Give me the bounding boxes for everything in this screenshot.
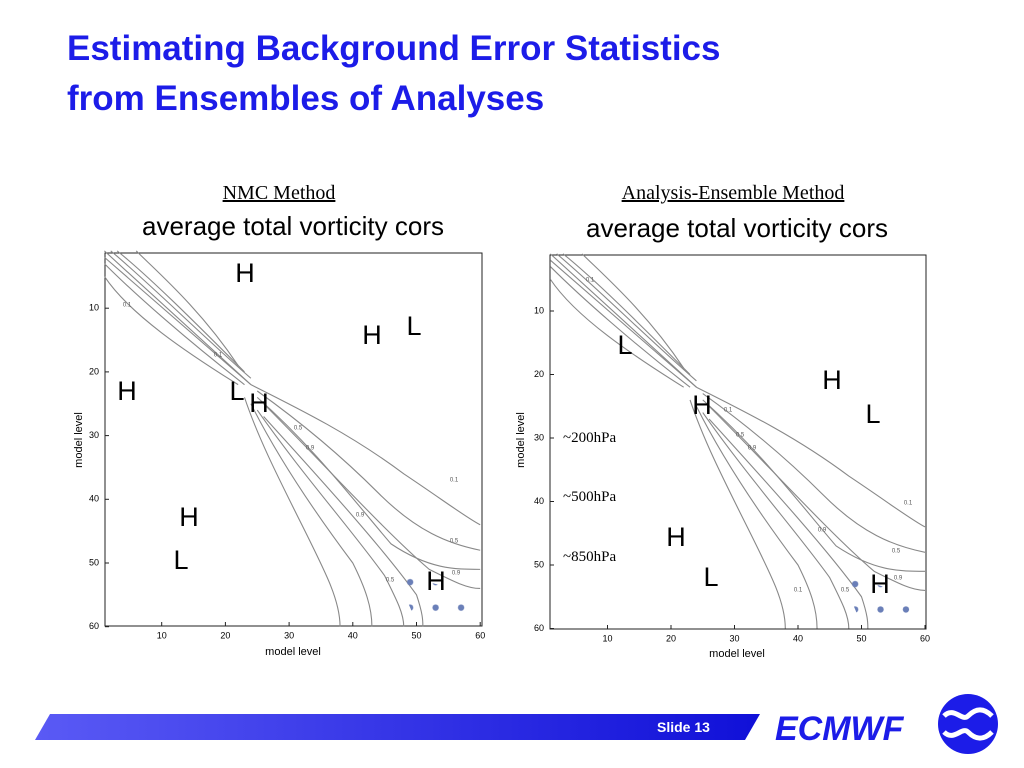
- plot-title: average total vorticity cors: [586, 213, 888, 243]
- logo: [938, 694, 998, 754]
- annotation: ~200hPa: [563, 430, 616, 446]
- y-axis-label: model level: [73, 412, 85, 468]
- contour-label: 0.1: [724, 408, 733, 414]
- y-tick-label: 40: [89, 494, 99, 504]
- contour-label: 0.5: [294, 426, 303, 432]
- contour-label: 0.9: [748, 446, 757, 452]
- contour-label: 0.9: [356, 513, 365, 519]
- y-tick-label: 30: [89, 430, 99, 440]
- footer-bar: [35, 714, 760, 740]
- contour-label: 0.1: [586, 278, 595, 284]
- pressure-marker: H: [870, 569, 890, 599]
- pressure-marker: H: [426, 566, 446, 596]
- y-tick-label: 60: [89, 621, 99, 631]
- x-tick-label: 20: [220, 630, 230, 640]
- pressure-marker: H: [249, 388, 269, 418]
- pressure-marker: L: [229, 376, 244, 406]
- y-tick-label: 50: [534, 559, 544, 569]
- plot-title: average total vorticity cors: [142, 211, 444, 241]
- y-tick-label: 10: [534, 305, 544, 315]
- contour-label: 0.5: [736, 433, 745, 439]
- contour-label: 0.1: [214, 353, 223, 359]
- contour-label: 0.1: [904, 501, 913, 507]
- pressure-marker: H: [235, 258, 255, 288]
- footer: Slide 13 ECMWF: [35, 694, 998, 754]
- panel: NMC Method average total vorticity cors …: [73, 182, 485, 658]
- pressure-marker: H: [666, 522, 686, 552]
- panel-heading: NMC Method: [223, 182, 336, 204]
- title-line: Estimating Background Error Statistics: [67, 29, 720, 68]
- contour-label: 0.1: [123, 303, 132, 309]
- y-tick-label: 40: [534, 496, 544, 506]
- contour-label: 0.5: [450, 539, 459, 545]
- contour-label: 0.9: [306, 446, 315, 452]
- contour-label: 0.9: [818, 528, 827, 534]
- x-tick-label: 30: [284, 630, 294, 640]
- contour-label: 0.5: [386, 578, 395, 584]
- pressure-marker: H: [179, 502, 199, 532]
- slide-number: Slide 13: [657, 719, 710, 735]
- contour-label: 0.1: [794, 588, 803, 594]
- y-tick-label: 10: [89, 303, 99, 313]
- contour-label: 0.5: [892, 549, 901, 555]
- pressure-marker: L: [406, 311, 421, 341]
- x-axis-label: model level: [709, 648, 765, 660]
- y-tick-label: 60: [534, 623, 544, 633]
- contour-label: 0.5: [841, 588, 850, 594]
- x-tick-label: 50: [856, 633, 866, 643]
- panel: Analysis-Ensemble Method average total v…: [515, 182, 930, 660]
- x-tick-label: 10: [602, 633, 612, 643]
- x-tick-label: 40: [793, 633, 803, 643]
- x-axis-label: model level: [265, 646, 321, 658]
- plot-frame: [104, 252, 483, 627]
- panel-heading: Analysis-Ensemble Method: [622, 182, 845, 204]
- pressure-marker: H: [362, 320, 382, 350]
- y-tick-label: 50: [89, 557, 99, 567]
- x-tick-label: 20: [666, 633, 676, 643]
- pressure-marker: L: [617, 330, 632, 360]
- y-axis-label: model level: [515, 412, 527, 468]
- pressure-marker: H: [117, 376, 137, 406]
- annotation: ~500hPa: [563, 489, 616, 505]
- x-tick-label: 30: [729, 633, 739, 643]
- pressure-marker: H: [692, 390, 712, 420]
- pressure-marker: H: [822, 365, 842, 395]
- y-tick-label: 20: [89, 366, 99, 376]
- contour-label: 0.1: [450, 478, 459, 484]
- x-tick-label: 50: [411, 630, 421, 640]
- x-tick-label: 40: [348, 630, 358, 640]
- y-tick-label: 30: [534, 432, 544, 442]
- pressure-marker: L: [703, 562, 718, 592]
- title-line: from Ensembles of Analyses: [67, 79, 544, 118]
- pressure-marker: L: [865, 399, 880, 429]
- x-tick-label: 10: [157, 630, 167, 640]
- x-tick-label: 60: [475, 630, 485, 640]
- brand: ECMWF: [775, 710, 905, 748]
- contour-label: 0.9: [452, 571, 461, 577]
- contour-label: 0.9: [894, 576, 903, 582]
- pressure-marker: L: [173, 545, 188, 575]
- plot-frame: [549, 254, 927, 630]
- annotation: ~850hPa: [563, 549, 616, 565]
- y-tick-label: 20: [534, 369, 544, 379]
- x-tick-label: 60: [920, 633, 930, 643]
